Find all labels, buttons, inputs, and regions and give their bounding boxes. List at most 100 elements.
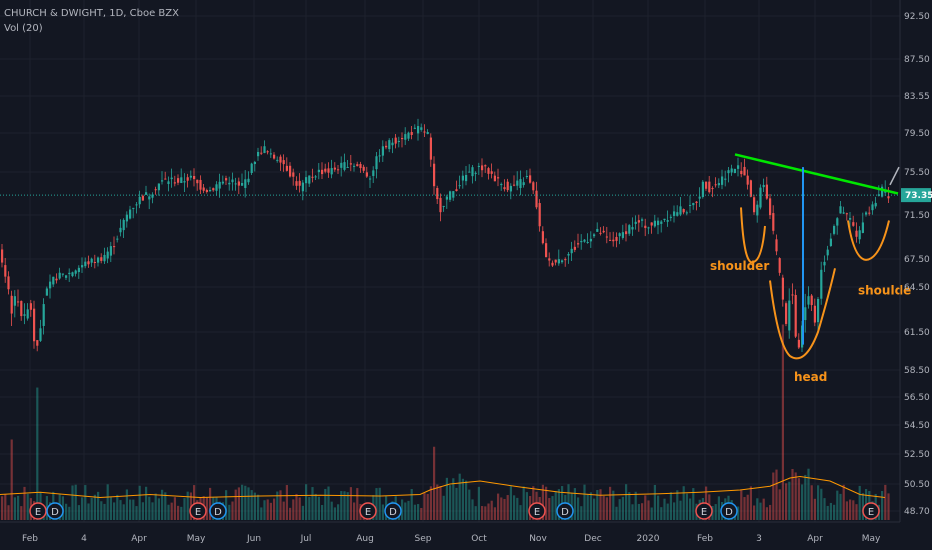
candle-body bbox=[196, 179, 199, 184]
candle-body bbox=[727, 170, 730, 174]
candle-body bbox=[599, 232, 602, 234]
dividend-marker[interactable]: D bbox=[556, 502, 574, 520]
volume-bar bbox=[468, 489, 471, 520]
earnings-marker[interactable]: E bbox=[695, 502, 713, 520]
candle-body bbox=[292, 172, 295, 177]
candle-body bbox=[77, 267, 80, 273]
candle-body bbox=[103, 254, 106, 262]
candle-body bbox=[212, 188, 215, 191]
earnings-marker[interactable]: E bbox=[862, 502, 880, 520]
volume-bar bbox=[820, 488, 823, 520]
earnings-marker[interactable]: E bbox=[359, 502, 377, 520]
volume-bar bbox=[455, 487, 458, 520]
candle-body bbox=[865, 212, 868, 215]
volume-bar bbox=[647, 500, 650, 520]
volume-bar bbox=[65, 503, 68, 520]
volume-bar bbox=[125, 489, 128, 520]
volume-bar bbox=[749, 486, 752, 520]
candle-body bbox=[151, 194, 154, 198]
candle-body bbox=[625, 231, 628, 235]
dividend-marker[interactable]: D bbox=[720, 502, 738, 520]
volume-ma-line bbox=[0, 475, 886, 499]
dividend-marker[interactable]: D bbox=[209, 502, 227, 520]
volume-indicator-label: Vol (20) bbox=[4, 23, 43, 34]
candle-body bbox=[487, 168, 490, 174]
volume-bar bbox=[628, 492, 631, 520]
volume-bar bbox=[797, 478, 800, 520]
volume-bar bbox=[87, 503, 90, 520]
volume-bar bbox=[26, 493, 29, 520]
volume-bar bbox=[244, 485, 247, 520]
candle-body bbox=[836, 218, 839, 226]
candle-body bbox=[733, 168, 736, 174]
volume-bar bbox=[103, 503, 106, 520]
candle-body bbox=[125, 214, 128, 222]
candle-body bbox=[740, 170, 743, 175]
candle-body bbox=[36, 340, 39, 346]
candle-body bbox=[730, 168, 733, 173]
candle-body bbox=[33, 308, 36, 342]
earnings-marker[interactable]: E bbox=[189, 502, 207, 520]
volume-bar bbox=[759, 502, 762, 520]
volume-bar bbox=[577, 497, 580, 520]
volume-bar bbox=[788, 481, 791, 520]
candle-body bbox=[228, 182, 231, 185]
earnings-marker[interactable]: E bbox=[29, 502, 47, 520]
volume-bar bbox=[669, 492, 672, 520]
volume-bar bbox=[583, 484, 586, 520]
volume-bar bbox=[170, 502, 173, 520]
volume-bar bbox=[666, 503, 669, 520]
candle-body bbox=[157, 183, 160, 191]
event-circle bbox=[189, 502, 207, 520]
y-tick-label: 83.55 bbox=[904, 92, 930, 102]
volume-bar bbox=[305, 484, 308, 520]
volume-bar bbox=[791, 469, 794, 520]
volume-bar bbox=[209, 487, 212, 520]
candle-body bbox=[657, 220, 660, 226]
candle-body bbox=[564, 259, 567, 261]
candle-body bbox=[189, 175, 192, 178]
volume-bar bbox=[116, 494, 119, 520]
candle-body bbox=[26, 309, 29, 319]
dividend-marker[interactable]: D bbox=[46, 502, 64, 520]
volume-bar bbox=[772, 472, 775, 520]
volume-bar bbox=[541, 484, 544, 520]
candle-body bbox=[273, 154, 276, 159]
candle-body bbox=[794, 294, 797, 337]
candle-body bbox=[234, 183, 237, 185]
candle-body bbox=[532, 182, 535, 191]
event-circle bbox=[862, 502, 880, 520]
volume-bar bbox=[631, 504, 634, 520]
candle-body bbox=[458, 185, 461, 187]
event-label: D bbox=[389, 507, 397, 518]
candle-body bbox=[423, 131, 426, 133]
candle-body bbox=[522, 182, 525, 186]
candle-body bbox=[257, 151, 260, 157]
candle-body bbox=[55, 278, 58, 281]
candle-body bbox=[529, 175, 532, 183]
candle-body bbox=[689, 205, 692, 207]
volume-bar bbox=[849, 499, 852, 520]
earnings-marker[interactable]: E bbox=[528, 502, 546, 520]
volume-bar bbox=[349, 487, 352, 520]
volume-bar bbox=[327, 486, 330, 520]
dividend-marker[interactable]: D bbox=[384, 502, 402, 520]
volume-bar bbox=[557, 489, 560, 520]
candle-body bbox=[692, 202, 695, 206]
candle-body bbox=[461, 175, 464, 181]
volume-bar bbox=[817, 485, 820, 520]
volume-bar bbox=[551, 496, 554, 520]
candle-body bbox=[746, 175, 749, 185]
candle-body bbox=[845, 213, 848, 215]
volume-bar bbox=[740, 490, 743, 520]
candle-body bbox=[135, 204, 138, 206]
candle-body bbox=[391, 142, 394, 146]
volume-bar bbox=[714, 504, 717, 520]
candle-body bbox=[145, 192, 148, 195]
volume-bar bbox=[122, 504, 125, 520]
volume-bar bbox=[685, 493, 688, 520]
volume-bar bbox=[679, 500, 682, 520]
candle-body bbox=[551, 262, 554, 266]
candle-body bbox=[314, 176, 317, 178]
